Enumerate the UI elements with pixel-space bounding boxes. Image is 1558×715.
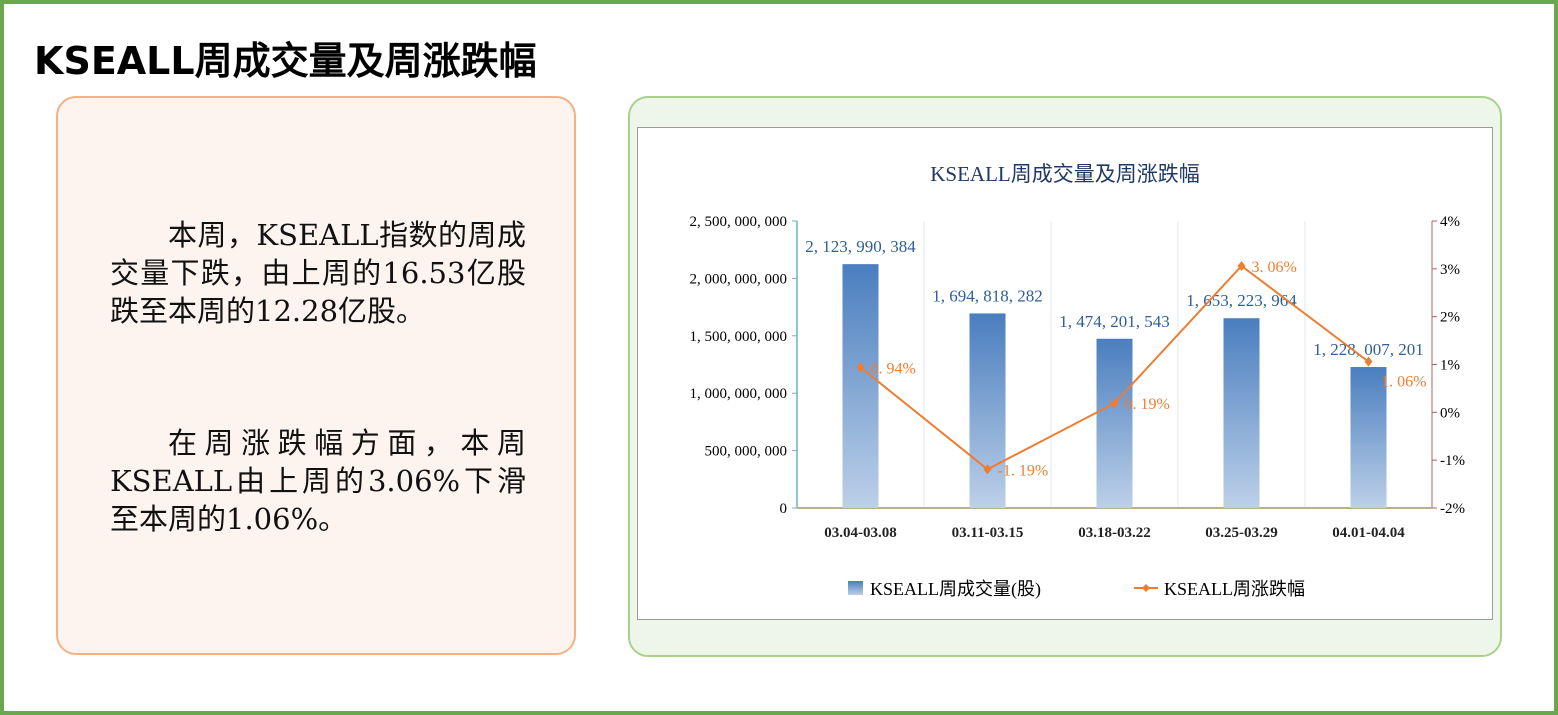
x-tick-label: 03.18-03.22 xyxy=(1078,525,1151,541)
left-tick-label: 0 xyxy=(780,501,788,517)
change-point-label: -1. 19% xyxy=(998,462,1049,479)
change-point xyxy=(856,362,865,373)
chart-title: KSEALL周成交量及周涨跌幅 xyxy=(930,162,1200,186)
volume-bar-label: 1, 694, 818, 282 xyxy=(932,286,1043,305)
change-point xyxy=(1364,356,1373,367)
x-tick-label: 03.11-03.15 xyxy=(952,525,1024,541)
legend-change: KSEALL周涨跌幅 xyxy=(1164,579,1305,599)
change-point xyxy=(983,464,992,475)
right-tick-label: 1% xyxy=(1440,358,1460,374)
chart-area xyxy=(637,127,1493,620)
x-tick-label: 03.04-03.08 xyxy=(824,525,897,541)
right-tick-label: 3% xyxy=(1440,262,1460,278)
left-tick-label: 1, 500, 000, 000 xyxy=(690,329,788,345)
legend-volume: KSEALL周成交量(股) xyxy=(870,579,1041,600)
volume-bar-label: 1, 474, 201, 543 xyxy=(1059,312,1170,331)
right-tick-label: -1% xyxy=(1440,453,1465,469)
change-point-label: 0. 94% xyxy=(871,360,916,377)
change-point-label: 3. 06% xyxy=(1252,259,1297,276)
change-point xyxy=(1237,260,1246,271)
x-tick-label: 04.01-04.04 xyxy=(1332,525,1405,541)
summary-paragraph-change: 在周涨跌幅方面，本周KSEALL由上周的3.06%下滑至本周的1.06%。 xyxy=(110,426,526,536)
change-point-label: 0. 19% xyxy=(1125,396,1170,413)
volume-bar xyxy=(1350,367,1387,508)
slide-title: KSEALL周成交量及周涨跌幅 xyxy=(34,39,537,83)
left-tick-label: 2, 000, 000, 000 xyxy=(690,271,788,287)
legend-bar-swatch xyxy=(848,581,863,595)
left-tick-label: 500, 000, 000 xyxy=(705,444,788,460)
right-tick-label: 0% xyxy=(1440,405,1460,421)
left-tick-label: 2, 500, 000, 000 xyxy=(690,214,788,230)
volume-bar-label: 2, 123, 990, 384 xyxy=(805,237,916,256)
right-tick-label: 2% xyxy=(1440,310,1460,326)
right-tick-label: -2% xyxy=(1440,501,1465,517)
chart-legend: KSEALL周成交量(股) KSEALL周涨跌幅 xyxy=(848,579,1305,600)
volume-bar xyxy=(1096,338,1133,508)
volume-bar xyxy=(969,313,1006,508)
volume-bar xyxy=(842,264,879,508)
change-point-label: 1. 06% xyxy=(1381,374,1426,391)
x-tick-label: 03.25-03.29 xyxy=(1205,525,1278,541)
volume-bar xyxy=(1223,318,1260,508)
change-point xyxy=(1110,398,1119,409)
summary-paragraph-volume: 本周，KSEALL指数的周成交量下跌，由上周的16.53亿股跌至本周的12.28… xyxy=(110,218,526,328)
summary-card: 本周，KSEALL指数的周成交量下跌，由上周的16.53亿股跌至本周的12.28… xyxy=(56,96,576,655)
left-tick-label: 1, 000, 000, 000 xyxy=(690,386,788,402)
legend-line-marker xyxy=(1142,584,1150,592)
right-tick-label: 4% xyxy=(1440,214,1460,230)
volume-bar-label: 1, 228, 007, 201 xyxy=(1313,340,1424,359)
